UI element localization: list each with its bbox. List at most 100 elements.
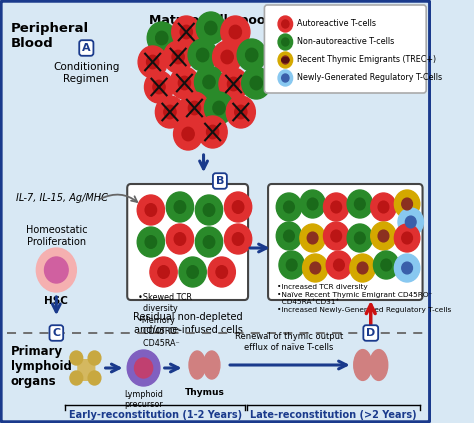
Circle shape: [347, 190, 373, 218]
Text: A: A: [82, 43, 91, 53]
Circle shape: [286, 259, 297, 271]
Circle shape: [237, 39, 266, 71]
Circle shape: [221, 16, 250, 48]
Circle shape: [205, 21, 217, 35]
Circle shape: [180, 92, 209, 124]
Circle shape: [282, 74, 289, 82]
Circle shape: [228, 77, 240, 91]
Ellipse shape: [370, 349, 388, 380]
Circle shape: [164, 41, 192, 73]
Circle shape: [242, 67, 271, 99]
Circle shape: [70, 371, 82, 385]
Circle shape: [378, 230, 389, 242]
Circle shape: [232, 233, 244, 245]
Ellipse shape: [354, 349, 372, 380]
Text: Peripheral
Blood: Peripheral Blood: [11, 22, 89, 50]
Circle shape: [276, 222, 301, 250]
Text: C: C: [52, 328, 60, 338]
Circle shape: [302, 254, 328, 282]
FancyBboxPatch shape: [1, 1, 430, 422]
Circle shape: [203, 204, 215, 216]
Circle shape: [135, 358, 153, 378]
Circle shape: [127, 350, 160, 386]
Circle shape: [137, 195, 164, 225]
Circle shape: [229, 25, 241, 39]
Circle shape: [145, 236, 156, 248]
Text: Mature cells pool: Mature cells pool: [149, 14, 269, 27]
Text: Recent Thymic Emigrants (TREC+): Recent Thymic Emigrants (TREC+): [297, 55, 436, 64]
Circle shape: [173, 118, 203, 150]
Text: Early-reconstitution (1-2 Years): Early-reconstitution (1-2 Years): [69, 410, 242, 420]
Ellipse shape: [203, 351, 220, 379]
Text: HSC: HSC: [45, 296, 68, 306]
Text: Primary
lymphoid
organs: Primary lymphoid organs: [11, 345, 72, 388]
Circle shape: [158, 266, 169, 278]
Circle shape: [402, 198, 412, 210]
Circle shape: [195, 227, 223, 257]
Circle shape: [208, 257, 236, 287]
Text: Thymus: Thymus: [184, 388, 224, 397]
Circle shape: [402, 232, 412, 244]
Text: IL-7, IL-15, Ag/MHC: IL-7, IL-15, Ag/MHC: [16, 193, 108, 203]
Text: •Skewed TCR
  diversity
•Memory
  CD45RO⁺
  CD45RA⁻: •Skewed TCR diversity •Memory CD45RO⁺ CD…: [138, 293, 192, 348]
Text: Autoreactive T-cells: Autoreactive T-cells: [297, 19, 376, 28]
Circle shape: [232, 201, 244, 213]
Circle shape: [138, 46, 167, 78]
Circle shape: [172, 50, 184, 64]
Circle shape: [153, 80, 165, 94]
Circle shape: [279, 251, 304, 279]
Circle shape: [225, 224, 252, 254]
Circle shape: [326, 251, 352, 279]
FancyBboxPatch shape: [77, 359, 95, 381]
Text: D: D: [366, 328, 375, 338]
Circle shape: [278, 52, 292, 68]
Circle shape: [378, 201, 389, 213]
Circle shape: [355, 232, 365, 244]
Circle shape: [394, 254, 420, 282]
Circle shape: [145, 204, 156, 216]
Text: Newly-Generated Regulatory T-Cells: Newly-Generated Regulatory T-Cells: [297, 74, 442, 82]
Text: Residual non-depleted
and/or re-infused cells: Residual non-depleted and/or re-infused …: [133, 312, 243, 335]
FancyBboxPatch shape: [264, 5, 426, 93]
Circle shape: [225, 192, 252, 222]
Text: •Increased TCR diversity
•Naïve Recent Thymic Emigrant CD45RO⁻
  CD45RA⁺CD31⁺
•I: •Increased TCR diversity •Naïve Recent T…: [277, 284, 451, 313]
Circle shape: [166, 192, 193, 222]
Circle shape: [155, 96, 184, 128]
Circle shape: [282, 38, 289, 46]
Circle shape: [221, 50, 233, 64]
Circle shape: [331, 201, 342, 213]
Circle shape: [381, 259, 392, 271]
Circle shape: [146, 55, 159, 69]
Circle shape: [166, 224, 193, 254]
Circle shape: [178, 76, 191, 90]
Circle shape: [405, 216, 416, 228]
Circle shape: [137, 227, 164, 257]
Ellipse shape: [282, 58, 289, 63]
Ellipse shape: [189, 351, 205, 379]
Circle shape: [207, 125, 219, 139]
Circle shape: [323, 222, 349, 250]
Circle shape: [195, 195, 223, 225]
Circle shape: [216, 266, 228, 278]
Circle shape: [203, 75, 215, 89]
Circle shape: [278, 70, 292, 86]
Circle shape: [182, 127, 194, 141]
Circle shape: [276, 193, 301, 221]
Circle shape: [347, 224, 373, 252]
Circle shape: [180, 25, 192, 39]
Circle shape: [331, 230, 342, 242]
Circle shape: [246, 48, 258, 62]
Circle shape: [350, 254, 375, 282]
Circle shape: [219, 68, 248, 100]
Circle shape: [402, 262, 412, 274]
Circle shape: [398, 208, 423, 236]
Circle shape: [334, 259, 344, 271]
Text: B: B: [216, 176, 224, 186]
Circle shape: [174, 233, 186, 245]
Circle shape: [36, 248, 76, 292]
Circle shape: [145, 71, 173, 103]
Circle shape: [278, 16, 292, 32]
Circle shape: [278, 34, 292, 50]
Text: Late-reconstitution (>2 Years): Late-reconstitution (>2 Years): [250, 410, 417, 420]
Circle shape: [187, 266, 199, 278]
